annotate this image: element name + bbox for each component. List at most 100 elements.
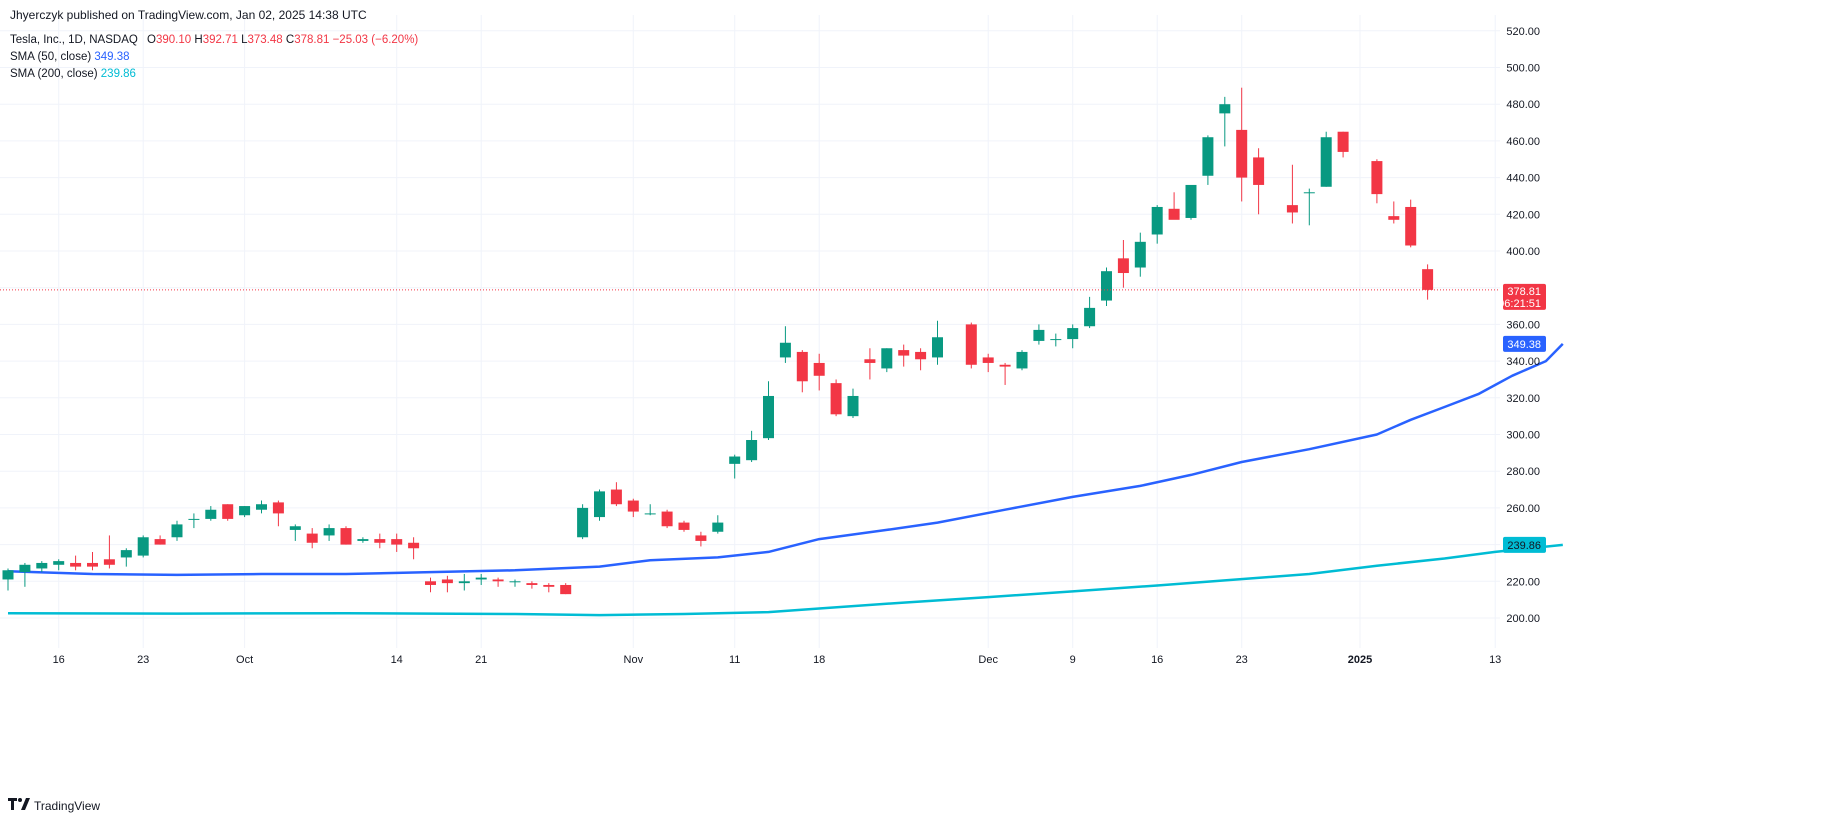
candle-body <box>1050 339 1062 341</box>
candle <box>374 533 386 549</box>
candle <box>526 581 538 589</box>
sma200-axis-label: 239.86 <box>1507 540 1541 552</box>
candle <box>441 575 453 593</box>
candle-body <box>357 539 369 541</box>
candle <box>594 489 605 521</box>
ohlc-high: 392.71 <box>202 34 238 46</box>
price-tick-label: 260.00 <box>1506 503 1540 515</box>
candle-body <box>36 562 48 569</box>
symbol-description[interactable]: Tesla, Inc., 1D, NASDAQ <box>10 34 138 46</box>
candle-body <box>729 456 741 464</box>
candle <box>1337 131 1349 158</box>
candle <box>661 509 673 529</box>
candle <box>19 562 31 587</box>
candle-body <box>695 535 707 541</box>
candle <box>881 348 893 373</box>
candle-body <box>475 577 487 580</box>
legend-symbol-row: Tesla, Inc., 1D, NASDAQ O390.10 H392.71 … <box>10 34 418 46</box>
candle <box>763 381 774 441</box>
candle <box>458 573 470 591</box>
time-tick-label: 23 <box>137 654 149 666</box>
candle <box>289 524 301 541</box>
price-tick-label: 340.00 <box>1506 356 1540 368</box>
candle-body <box>1067 328 1079 340</box>
sma50-label: SMA (50, close) <box>10 51 92 63</box>
candle-body <box>1117 258 1129 274</box>
candle <box>932 320 943 365</box>
candle-body <box>1134 241 1146 268</box>
candle-body <box>932 337 943 358</box>
candle-body <box>526 583 538 585</box>
candle-body <box>881 348 893 369</box>
tradingview-footer[interactable]: TradingView <box>8 798 100 813</box>
candle-body <box>53 561 65 565</box>
candle <box>898 344 910 367</box>
candle-body <box>205 509 217 519</box>
ohlc-high-label: H <box>194 34 203 46</box>
candle <box>543 583 555 593</box>
candle <box>779 326 791 363</box>
candle-body <box>492 579 504 582</box>
candle-body <box>425 581 436 585</box>
candle-body <box>1253 157 1265 185</box>
candle <box>425 577 436 593</box>
candle-body <box>898 350 910 356</box>
ohlc-open: 390.10 <box>155 34 192 46</box>
candle-body <box>458 581 470 584</box>
candle-body <box>171 524 183 538</box>
time-tick-label: 2025 <box>1348 654 1372 666</box>
candle-body <box>120 550 132 558</box>
candle-body <box>813 362 825 376</box>
candle <box>813 353 825 391</box>
candle-body <box>965 324 977 365</box>
candle <box>103 535 115 569</box>
time-tick-label: 16 <box>53 654 65 666</box>
candle <box>729 454 741 479</box>
candle-body <box>188 518 200 520</box>
candle <box>87 551 98 571</box>
legend-sma200-row[interactable]: SMA (200, close) 239.86 <box>10 68 136 80</box>
candle-body <box>560 584 572 595</box>
candle <box>509 579 521 587</box>
candle-body <box>19 564 31 573</box>
candle-body <box>1084 307 1096 327</box>
candles[interactable] <box>2 87 1434 595</box>
candle-body <box>847 395 859 417</box>
candle-body <box>864 359 876 363</box>
candle-body <box>340 528 352 545</box>
candle <box>678 520 690 532</box>
candle <box>830 379 842 417</box>
candle-body <box>1151 206 1163 235</box>
legend-sma50-row[interactable]: SMA (50, close) 349.38 <box>10 51 130 63</box>
candle-body <box>577 507 589 538</box>
ohlc-low-label: L <box>241 34 248 46</box>
candle <box>53 559 65 571</box>
candle <box>1405 199 1417 248</box>
candle <box>627 498 639 518</box>
candle-body <box>779 342 791 358</box>
chart-grid <box>0 15 1500 648</box>
price-axis[interactable]: 200.00220.00240.00260.00280.00300.00320.… <box>1506 26 1540 625</box>
candle <box>1185 184 1197 220</box>
candle <box>306 528 318 549</box>
ohlc-change: −25.03 (−6.20%) <box>332 34 419 46</box>
candle-body <box>763 395 774 439</box>
candle <box>847 388 859 418</box>
sma200-value: 239.86 <box>100 68 136 80</box>
candle-body <box>1286 205 1298 213</box>
candle <box>644 504 656 516</box>
candle <box>864 348 876 380</box>
countdown-label: 06:21:51 <box>1498 298 1541 310</box>
time-tick-label: 23 <box>1236 654 1248 666</box>
candle-body <box>830 383 842 415</box>
candle-body <box>999 364 1011 367</box>
candle-body <box>1185 184 1197 218</box>
sma200-label: SMA (200, close) <box>10 68 98 80</box>
candle <box>239 506 251 518</box>
candle-body <box>746 440 758 461</box>
sma200-line <box>7 543 1563 617</box>
candle <box>357 537 369 543</box>
ohlc-close: 378.81 <box>294 34 330 46</box>
time-axis[interactable]: 16 23 Oct 14 21 Nov 11 18 Dec 9 16 23 2025 13 <box>53 654 1502 666</box>
